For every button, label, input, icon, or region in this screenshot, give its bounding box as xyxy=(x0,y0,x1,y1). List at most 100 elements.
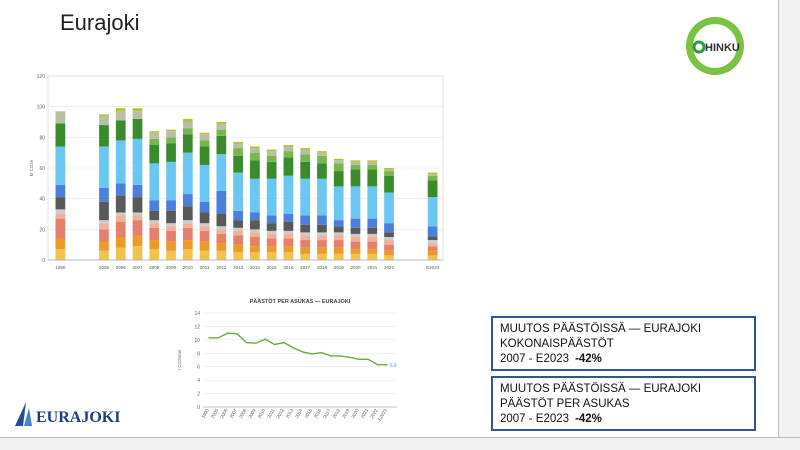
data-point xyxy=(245,341,248,344)
bar-segment xyxy=(333,247,344,254)
bar-segment xyxy=(266,233,277,239)
bar-segment xyxy=(166,131,176,138)
bar-segment xyxy=(216,229,227,234)
data-point xyxy=(339,355,341,357)
bar-segment xyxy=(132,235,143,247)
bar-segment xyxy=(367,164,378,170)
bar-segment xyxy=(216,135,227,155)
bar-segment xyxy=(182,240,193,250)
bar-segment xyxy=(233,235,243,245)
bar-segment xyxy=(283,252,294,260)
bar-segment xyxy=(300,154,311,162)
bar-segment xyxy=(199,164,210,202)
bar-segment xyxy=(216,226,227,230)
bar-segment xyxy=(99,250,109,260)
emissions-stacked-bar-chart: 0 20 40 60 80 100 120 kt CO2e 1990 2005 2006 2007 20… xyxy=(29,74,444,270)
x-tick-label: 2014 xyxy=(250,265,261,270)
bar-segment xyxy=(317,224,327,233)
bar-segment xyxy=(149,249,160,260)
x-tick-label: 2015 xyxy=(267,265,278,270)
bar-segment xyxy=(166,250,176,260)
bar-segment xyxy=(182,223,193,228)
bar-segment xyxy=(216,129,227,136)
bar-segment xyxy=(367,186,378,219)
bar-segment xyxy=(166,161,176,201)
bar-segment xyxy=(350,241,361,250)
x-tick-label: 2015 xyxy=(304,408,314,420)
bar-segment xyxy=(99,220,109,224)
bar-segment xyxy=(216,250,227,260)
bar-segment xyxy=(99,223,109,230)
bar-segment xyxy=(99,187,109,202)
x-tick-label: 2006 xyxy=(219,408,229,420)
bar-segment xyxy=(99,114,109,116)
x-tick-label: 2011 xyxy=(266,408,275,419)
bar-segment xyxy=(384,223,394,233)
bar-segment xyxy=(115,247,126,260)
infobox-period: 2007 - E2023 xyxy=(500,413,570,425)
bar-segment xyxy=(317,151,327,153)
eurajoki-logo: EURAJOKI xyxy=(15,402,120,426)
x-tick-label: 2014 xyxy=(294,408,304,420)
bar-segment xyxy=(283,151,294,158)
bar-segment xyxy=(250,212,260,221)
bar-segment xyxy=(115,237,126,248)
bar-segment xyxy=(250,232,260,237)
bar-segment xyxy=(367,218,378,228)
bar-segment xyxy=(132,108,143,112)
x-tick-label: 2019 xyxy=(334,265,345,270)
bar-segment xyxy=(115,120,126,141)
bar-segment xyxy=(367,233,378,237)
bar-segment xyxy=(149,138,160,145)
bar-segment xyxy=(199,241,210,251)
data-point xyxy=(311,353,313,355)
bar-segment xyxy=(182,128,193,135)
bar-segment xyxy=(166,129,176,132)
bar-segment xyxy=(333,235,344,241)
x-tick-label: 2013 xyxy=(285,408,295,420)
bar-segment xyxy=(317,235,327,241)
bar-segment xyxy=(132,111,143,119)
y-tick-label: 14 xyxy=(194,311,200,317)
bar-segment xyxy=(99,201,109,221)
x-tick-label: 2010 xyxy=(183,265,194,270)
bar-segment xyxy=(350,227,361,234)
bar-segment xyxy=(300,253,311,260)
data-point xyxy=(264,338,266,340)
y-tick-label: 40 xyxy=(39,197,45,203)
x-tick-label: 2018 xyxy=(317,265,328,270)
x-tick-label: 2022 xyxy=(369,408,379,420)
x-tick-label: 2019 xyxy=(341,408,351,420)
data-point xyxy=(292,347,295,349)
bar-segment xyxy=(384,171,394,176)
x-tick-label: 2008 xyxy=(149,265,160,270)
bar-segment xyxy=(149,223,160,228)
bar-segment xyxy=(199,201,210,213)
x-tick-label: 1990 xyxy=(55,265,66,270)
bar-segment xyxy=(283,246,294,253)
data-point xyxy=(283,341,285,344)
bar-segment xyxy=(317,240,327,248)
bar-segment xyxy=(149,163,160,201)
bar-segment xyxy=(149,227,160,241)
bar-segment xyxy=(300,178,311,216)
bar-segment xyxy=(233,172,243,211)
bar-segment xyxy=(350,218,361,228)
bar-segment xyxy=(317,253,327,260)
bar-segment xyxy=(266,151,277,156)
bar-segment xyxy=(333,163,344,172)
bar-segment xyxy=(317,215,327,225)
bar-segment xyxy=(367,241,378,250)
bar-segment xyxy=(55,218,66,239)
bar-segment xyxy=(384,232,394,237)
bar-segment xyxy=(115,183,126,196)
bar-segment xyxy=(300,224,311,233)
window-bottom-edge xyxy=(0,437,800,450)
infobox-change: -42% xyxy=(575,353,602,365)
bar-segment xyxy=(182,122,193,129)
data-point xyxy=(320,351,323,354)
infobox-period: 2007 - E2023 xyxy=(500,353,570,365)
data-point xyxy=(217,337,220,339)
x-tick-label: 2007 xyxy=(229,408,239,420)
x-tick-label: 2009 xyxy=(247,408,257,420)
